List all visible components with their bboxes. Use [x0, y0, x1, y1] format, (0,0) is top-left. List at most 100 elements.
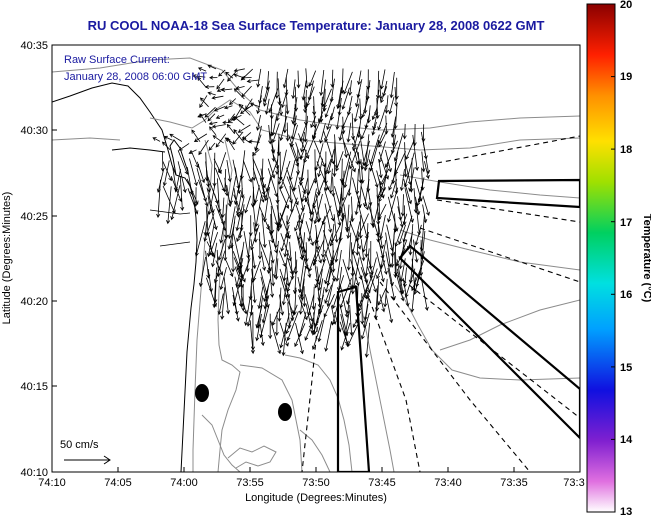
current-label-line1: Raw Surface Current:	[64, 54, 170, 66]
y-tick-marks	[52, 44, 57, 473]
current-vector	[277, 78, 282, 106]
current-vectors	[152, 64, 431, 358]
current-vector	[279, 294, 285, 316]
colorbar-tick-label: 18	[620, 144, 632, 156]
current-vector	[179, 176, 185, 212]
current-vector	[256, 95, 262, 115]
current-vector	[224, 105, 233, 110]
current-vector	[250, 224, 260, 251]
colorbar-tick-label: 19	[620, 71, 632, 83]
current-vector	[280, 176, 293, 204]
coastline	[52, 82, 198, 472]
current-vector	[377, 203, 387, 221]
current-vector	[315, 224, 320, 251]
x-tick-marks	[51, 467, 581, 472]
current-vector	[346, 213, 353, 240]
current-vector	[217, 238, 226, 261]
current-vector	[278, 187, 290, 209]
current-vector	[312, 312, 317, 336]
current-vector	[191, 129, 201, 142]
current-vector	[296, 148, 301, 176]
current-vector	[324, 249, 336, 282]
current-vector	[252, 152, 257, 182]
current-vector	[199, 113, 207, 123]
current-vector	[163, 135, 173, 141]
current-vector	[240, 104, 253, 114]
current-vector	[166, 186, 172, 225]
scale-label: 50 cm/s	[60, 439, 99, 451]
current-vector	[364, 223, 369, 258]
current-vector	[220, 197, 225, 219]
current-vector	[310, 115, 317, 129]
current-vector	[378, 224, 384, 250]
current-vector	[313, 193, 323, 225]
current-vector	[298, 278, 305, 315]
current-vector	[350, 267, 355, 295]
current-vector	[233, 116, 245, 126]
current-vector	[285, 304, 298, 335]
current-vector	[253, 185, 260, 204]
current-vector	[236, 250, 243, 271]
current-vector	[346, 232, 352, 271]
current-vector	[193, 187, 198, 207]
y-tick-label: 40:30	[20, 125, 48, 137]
y-tick-labels: 40:35 40:30 40:25 40:20 40:15 40:10	[20, 40, 48, 479]
current-vector	[207, 91, 216, 96]
current-vector	[241, 295, 248, 315]
current-vector	[250, 239, 257, 270]
current-vector	[360, 125, 368, 140]
current-vector	[332, 140, 337, 178]
current-vector	[360, 185, 369, 211]
current-vector	[208, 142, 216, 151]
current-vector	[324, 259, 333, 285]
y-axis-label: Latitude (Degrees:Minutes)	[1, 192, 13, 325]
current-vector	[193, 133, 208, 142]
current-vector	[229, 98, 237, 106]
current-vector	[304, 294, 314, 323]
current-vector	[389, 71, 395, 99]
current-vector	[402, 277, 410, 308]
current-vector	[152, 137, 161, 142]
current-vector	[298, 185, 305, 212]
current-vector	[346, 293, 351, 315]
current-vector	[249, 320, 255, 355]
current-vector	[230, 115, 242, 121]
current-vector	[305, 221, 315, 247]
current-vector	[396, 276, 405, 302]
current-vector	[212, 135, 224, 144]
current-vector	[217, 293, 224, 316]
current-vector	[324, 188, 335, 222]
current-vector	[371, 107, 378, 121]
current-vector	[272, 240, 279, 279]
current-vector	[208, 121, 218, 126]
current-vector	[207, 185, 216, 216]
current-vector	[281, 322, 287, 357]
current-vector	[314, 260, 326, 289]
current-vector	[209, 75, 218, 80]
current-vector	[350, 259, 360, 287]
current-vector	[319, 123, 326, 144]
current-vector	[355, 88, 361, 108]
current-vector	[223, 230, 228, 262]
current-vector	[286, 285, 295, 322]
y-tick-label: 40:25	[20, 211, 48, 223]
current-vector	[263, 86, 270, 107]
current-vector	[281, 276, 288, 306]
current-vector	[394, 86, 399, 107]
current-vector	[249, 102, 261, 108]
current-vector	[333, 214, 339, 243]
shipping-lane-dashed	[301, 135, 580, 472]
current-vector	[260, 251, 267, 272]
current-vector	[322, 233, 333, 263]
current-vector	[314, 241, 323, 264]
current-vector	[220, 87, 233, 92]
current-vector	[218, 69, 226, 77]
current-vector	[292, 169, 299, 192]
current-vector	[311, 286, 316, 310]
current-vector	[279, 160, 291, 190]
current-vector	[317, 313, 326, 343]
current-vector	[343, 161, 351, 189]
river-inlet-2	[159, 241, 191, 247]
current-vector	[252, 149, 260, 156]
current-vector	[174, 168, 181, 193]
